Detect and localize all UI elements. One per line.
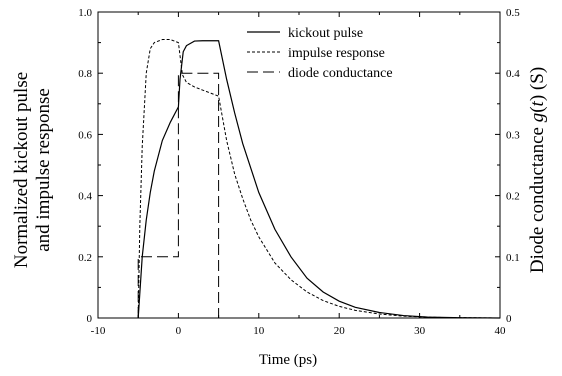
- y-left-tick-label: 0.4: [78, 191, 92, 203]
- x-tick-label: 40: [495, 325, 507, 337]
- y-right-tick-label: 0.3: [506, 129, 520, 141]
- y-axis-right-label-suffix: ) (S): [527, 67, 548, 101]
- x-tick-label: 10: [253, 325, 265, 337]
- y-axis-right-label: Diode conductance g(t) (S): [527, 67, 548, 273]
- series-diode-conductance: [137, 72, 500, 319]
- legend: kickout pulse impulse response diode condu…: [247, 26, 393, 81]
- legend-label-kickout-pulse: kickout pulse: [288, 26, 363, 41]
- y-left-tick-label: 1.0: [78, 7, 92, 19]
- y-right-tick-label: 0.5: [506, 7, 520, 19]
- y-axis-right-label-paren: (: [527, 106, 548, 112]
- y-left-tick-label: 0.2: [78, 252, 92, 264]
- x-tick-label: -10: [91, 325, 106, 337]
- y-left-tick-label: 0.6: [78, 129, 92, 141]
- series-impulse-response: [137, 39, 501, 319]
- legend-label-impulse-response: impulse response: [288, 46, 385, 61]
- x-tick-label: 20: [334, 325, 346, 337]
- x-tick-label: 0: [176, 325, 182, 337]
- y-right-tick-label: 0.1: [506, 252, 520, 264]
- y-axis-left-label-line2: and impulse response: [33, 88, 54, 252]
- y-axis-right-label-t: t: [527, 100, 548, 106]
- y-axis-left-label-line1: Normalized kickout pulse: [11, 72, 32, 268]
- y-left-tick-label: 0: [87, 313, 93, 325]
- series-kickout-pulse: [137, 40, 501, 319]
- y-right-tick-label: 0.2: [506, 191, 520, 203]
- y-right-tick-label: 0: [506, 313, 512, 325]
- legend-label-diode-conductance: diode conductance: [288, 66, 393, 81]
- y-axis-right-label-prefix: Diode conductance: [527, 122, 548, 273]
- y-left-tick-label: 0.8: [78, 68, 92, 80]
- y-right-tick-label: 0.4: [506, 68, 520, 80]
- y-axis-right-label-g: g: [527, 113, 548, 123]
- x-tick-label: 30: [414, 325, 426, 337]
- plot-area: -10 0 10 20 30 4000.20.40.60.81.000.10.20.30.…: [78, 7, 520, 337]
- x-axis-label: Time (ps): [259, 352, 317, 368]
